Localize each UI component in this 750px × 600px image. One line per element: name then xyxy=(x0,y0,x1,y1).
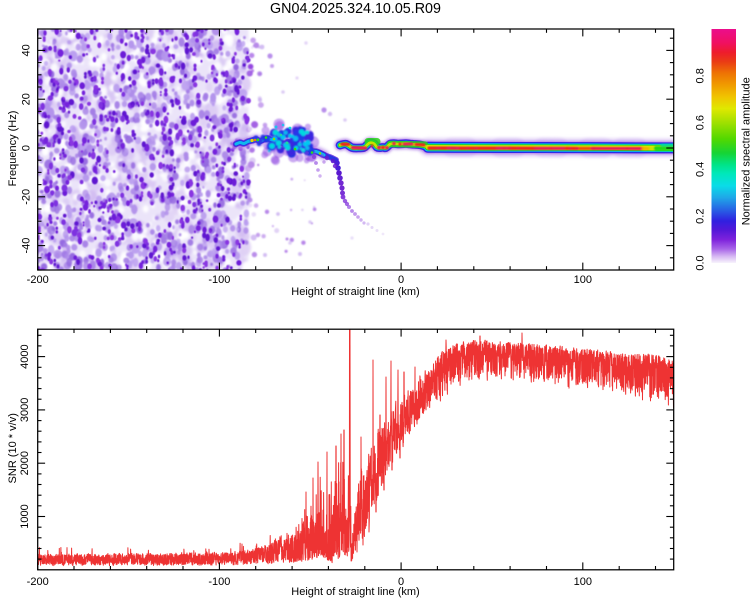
svg-text:20: 20 xyxy=(21,93,33,105)
svg-text:-100: -100 xyxy=(208,576,230,588)
svg-text:0.8: 0.8 xyxy=(695,68,707,83)
svg-text:0.0: 0.0 xyxy=(695,255,707,270)
svg-text:Height of straight line (km): Height of straight line (km) xyxy=(291,586,419,598)
svg-text:-40: -40 xyxy=(21,238,33,254)
svg-text:4000: 4000 xyxy=(19,344,31,368)
svg-text:GN04.2025.324.10.05.R09: GN04.2025.324.10.05.R09 xyxy=(270,1,441,17)
svg-text:40: 40 xyxy=(21,44,33,56)
svg-text:100: 100 xyxy=(574,576,592,588)
svg-text:Height of straight line (km): Height of straight line (km) xyxy=(291,286,419,298)
svg-text:-200: -200 xyxy=(27,576,49,588)
svg-text:-20: -20 xyxy=(21,189,33,205)
svg-text:-100: -100 xyxy=(208,274,230,286)
svg-text:0.2: 0.2 xyxy=(695,209,707,224)
svg-text:SNR (10 * v/v): SNR (10 * v/v) xyxy=(7,413,19,483)
svg-text:0.6: 0.6 xyxy=(695,115,707,130)
svg-text:Frequency (Hz): Frequency (Hz) xyxy=(7,111,19,187)
svg-text:0.4: 0.4 xyxy=(695,162,707,177)
svg-text:2000: 2000 xyxy=(19,451,31,475)
svg-text:100: 100 xyxy=(574,274,592,286)
svg-text:0: 0 xyxy=(398,576,404,588)
svg-text:0: 0 xyxy=(398,274,404,286)
svg-text:3000: 3000 xyxy=(19,398,31,422)
svg-text:Normalized spectral amplitude: Normalized spectral amplitude xyxy=(740,77,750,225)
svg-text:-200: -200 xyxy=(27,274,49,286)
svg-text:1000: 1000 xyxy=(19,504,31,528)
svg-text:0: 0 xyxy=(21,145,33,151)
